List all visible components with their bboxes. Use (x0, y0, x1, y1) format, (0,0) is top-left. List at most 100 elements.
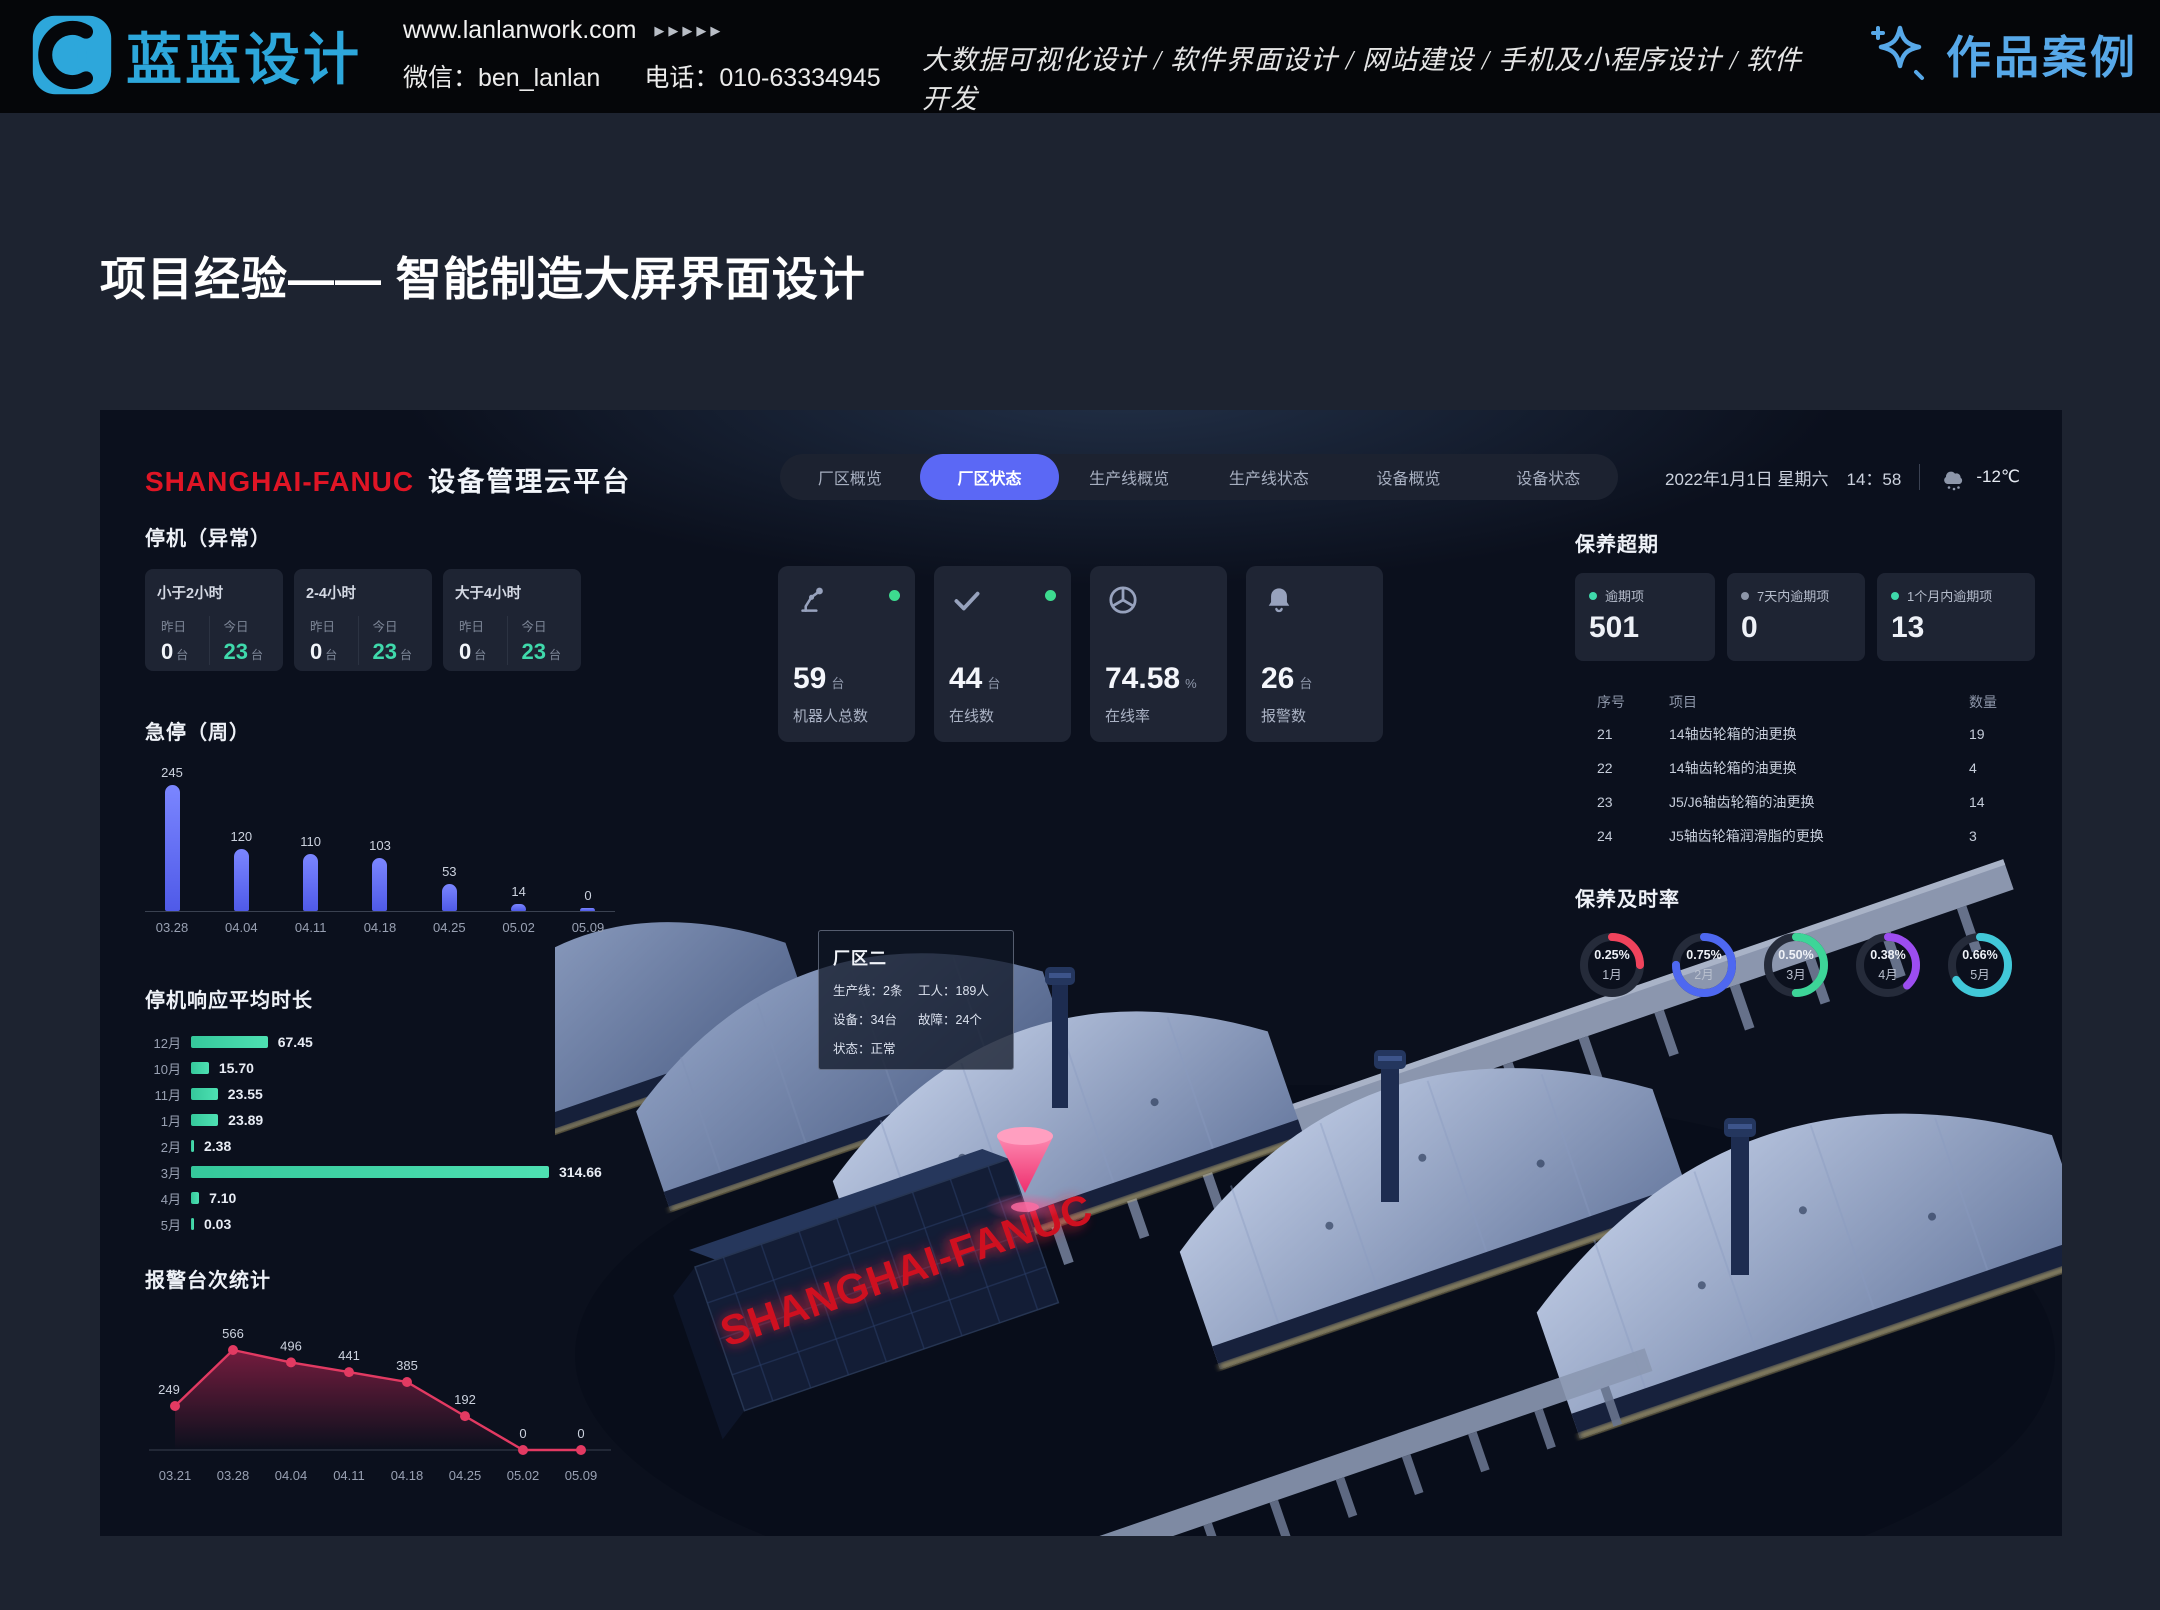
status-dot (1589, 591, 1597, 600)
bar-value-label: 53 (442, 863, 457, 879)
donut-percent: 0.66% (1962, 947, 1998, 962)
temperature-text: -12℃ (1976, 467, 2020, 486)
estop-x-axis: 03.28 04.04 04.11 04.18 04.25 05.02 05.09 (145, 920, 615, 935)
y-tick-label: 4月 (160, 1191, 181, 1207)
timely-rate-donuts: 0.25% 1月 0.75% 2月 0.50% 3月 0.38% 4月 0.66… (1575, 928, 2035, 1002)
timely-rate-donut: 0.75% 2月 (1667, 928, 1741, 1002)
bar-value-label: 103 (369, 838, 391, 854)
kpi-label: 报警数 (1261, 708, 1307, 725)
nav-tab-6[interactable]: 设备状态 (1516, 471, 1581, 488)
donut-chart (1856, 933, 1920, 997)
donut-month: 5月 (1970, 967, 1990, 982)
section-title: 保养超期 (1575, 534, 1659, 556)
logo-text: 蓝蓝设计 (126, 27, 362, 91)
donut-percent: 0.25% (1594, 947, 1630, 962)
section-estop-chart: 急停（周） 245 120 110 103 53 14 0 03.28 04.04… (145, 716, 615, 935)
bar (233, 849, 249, 911)
nav-tab-bar: 厂区概览 厂区状态 生产线概览 生产线状态 设备概览 设备状态 (780, 454, 1618, 500)
x-tick-label: 04.25 (448, 1468, 482, 1483)
portfolio-label: 作品案例 (1945, 31, 2138, 83)
bar (191, 1114, 219, 1126)
x-tick-label: 04.18 (363, 920, 397, 935)
hbar-row: 11月 23.55 (145, 1081, 615, 1107)
location-marker[interactable] (985, 1127, 1065, 1221)
alarm-area-chart: 249 566 496 441 385 192 0 0 (145, 1307, 615, 1464)
logo[interactable]: 蓝蓝设计 (30, 13, 362, 97)
status-dot (889, 590, 900, 601)
datetime-block: 2022年1月1日 星期六 14：58 -12℃ (1665, 462, 2020, 492)
snow-cloud-icon (1944, 471, 1963, 491)
nav-tab-3[interactable]: 生产线概览 (1089, 471, 1170, 488)
y-tick-label: 11月 (154, 1087, 182, 1103)
kpi-value: 26 台 (1261, 662, 1313, 695)
section-title: 停机（异常） (145, 528, 271, 550)
bar (191, 1166, 549, 1178)
timely-rate-donut: 0.25% 1月 (1575, 928, 1649, 1002)
kpi-label: 机器人总数 (793, 708, 869, 725)
factory-tooltip: 厂区二 生产线：2条 工人：189人 设备：34台 故障：24个 状态：正常 (818, 930, 1014, 1070)
tooltip-rows: 生产线：2条 工人：189人 设备：34台 故障：24个 状态：正常 (833, 980, 999, 1057)
overdue-label: 逾期项 (1605, 589, 1645, 604)
bar (191, 1140, 194, 1152)
tooltip-stat: 状态：正常 (833, 1042, 896, 1056)
status-dot (1891, 591, 1899, 600)
section-alarm-chart: 报警台次统计 249 566 496 441 385 192 0 0 03.21 03.28 04… (145, 1264, 615, 1488)
overdue-label: 7天内逾期项 (1757, 589, 1830, 604)
bar-value-label: 110 (300, 834, 322, 850)
nav-tab-1[interactable]: 厂区概览 (817, 471, 882, 488)
bar-column: 120 (218, 829, 264, 911)
dashboard-screenshot: SHANGHAI-FANUC SHANGHAI-FANUC SHANGHAI-F… (100, 410, 2062, 1536)
donut-month: 1月 (1602, 967, 1622, 982)
section-title: 报警台次统计 (145, 1270, 271, 1292)
x-tick-label: 04.18 (390, 1468, 424, 1483)
svg-text:385: 385 (396, 1358, 418, 1373)
date-text: 2022年1月1日 星期六 (1665, 469, 1829, 489)
overdue-value: 501 (1589, 611, 1640, 644)
timely-rate-donut: 0.50% 3月 (1759, 928, 1833, 1002)
bar-value-label: 2.38 (204, 1138, 232, 1154)
x-tick-label: 04.04 (225, 920, 258, 935)
bar (372, 858, 388, 911)
hbar-row: 12月 67.45 (145, 1029, 615, 1055)
nav-tab-2[interactable]: 厂区状态 (919, 454, 1060, 500)
services-list: 大数据可视化设计 / 软件界面设计 / 网站建设 / 手机及小程序设计 / 软件… (922, 45, 1803, 114)
nav-tab-4[interactable]: 生产线状态 (1228, 471, 1309, 488)
bar (441, 883, 457, 911)
bar (191, 1062, 209, 1074)
x-tick-label: 04.04 (274, 1468, 308, 1483)
pie-chart-icon (1105, 582, 1141, 623)
website-link[interactable]: www.lanlanwork.com (403, 16, 637, 44)
today-stat: 今日 23 台 (208, 616, 272, 665)
today-stat: 今日 23 台 (506, 616, 570, 665)
bar (191, 1218, 194, 1230)
downtime-range-label: 小于2小时 (157, 586, 224, 602)
kpi-card: 74.58% 在线率 (1090, 566, 1227, 742)
svg-text:566: 566 (222, 1326, 244, 1341)
x-tick-label: 04.11 (333, 1468, 365, 1483)
nav-tab-5[interactable]: 设备概览 (1376, 471, 1441, 488)
conveyor-line (1039, 1348, 1653, 1536)
weather-widget: -12℃ (1938, 462, 2020, 492)
tooltip-title: 厂区二 (833, 949, 887, 968)
portfolio-badge[interactable]: 作品案例 (1866, 20, 2138, 86)
bar-value-label: 0.03 (204, 1216, 232, 1232)
kpi-value: 59 台 (793, 662, 845, 695)
estop-bar-chart: 245 120 110 103 53 14 0 (145, 761, 615, 912)
svg-text:192: 192 (454, 1392, 476, 1407)
today-stat: 今日 23 台 (357, 616, 421, 665)
hbar-row: 1月 23.89 (145, 1107, 615, 1133)
arrows-decoration: ▶▶▶▶▶ (654, 22, 725, 38)
overdue-value: 13 (1891, 611, 1925, 644)
x-tick-label: 03.21 (158, 1468, 192, 1483)
table-row: 22 14轴齿轮箱的油更换 4 (1597, 760, 1977, 776)
table-header-row: 序号 项目 数量 (1597, 694, 1997, 710)
hbar-row: 3月 314.66 (145, 1159, 615, 1185)
hbar-row: 2月 2.38 (145, 1133, 615, 1159)
bar-column: 110 (288, 834, 334, 911)
tooltip-stat: 故障：24个 (918, 1013, 982, 1027)
alarm-chart-svg: 249 566 496 441 385 192 0 0 (149, 1326, 611, 1455)
